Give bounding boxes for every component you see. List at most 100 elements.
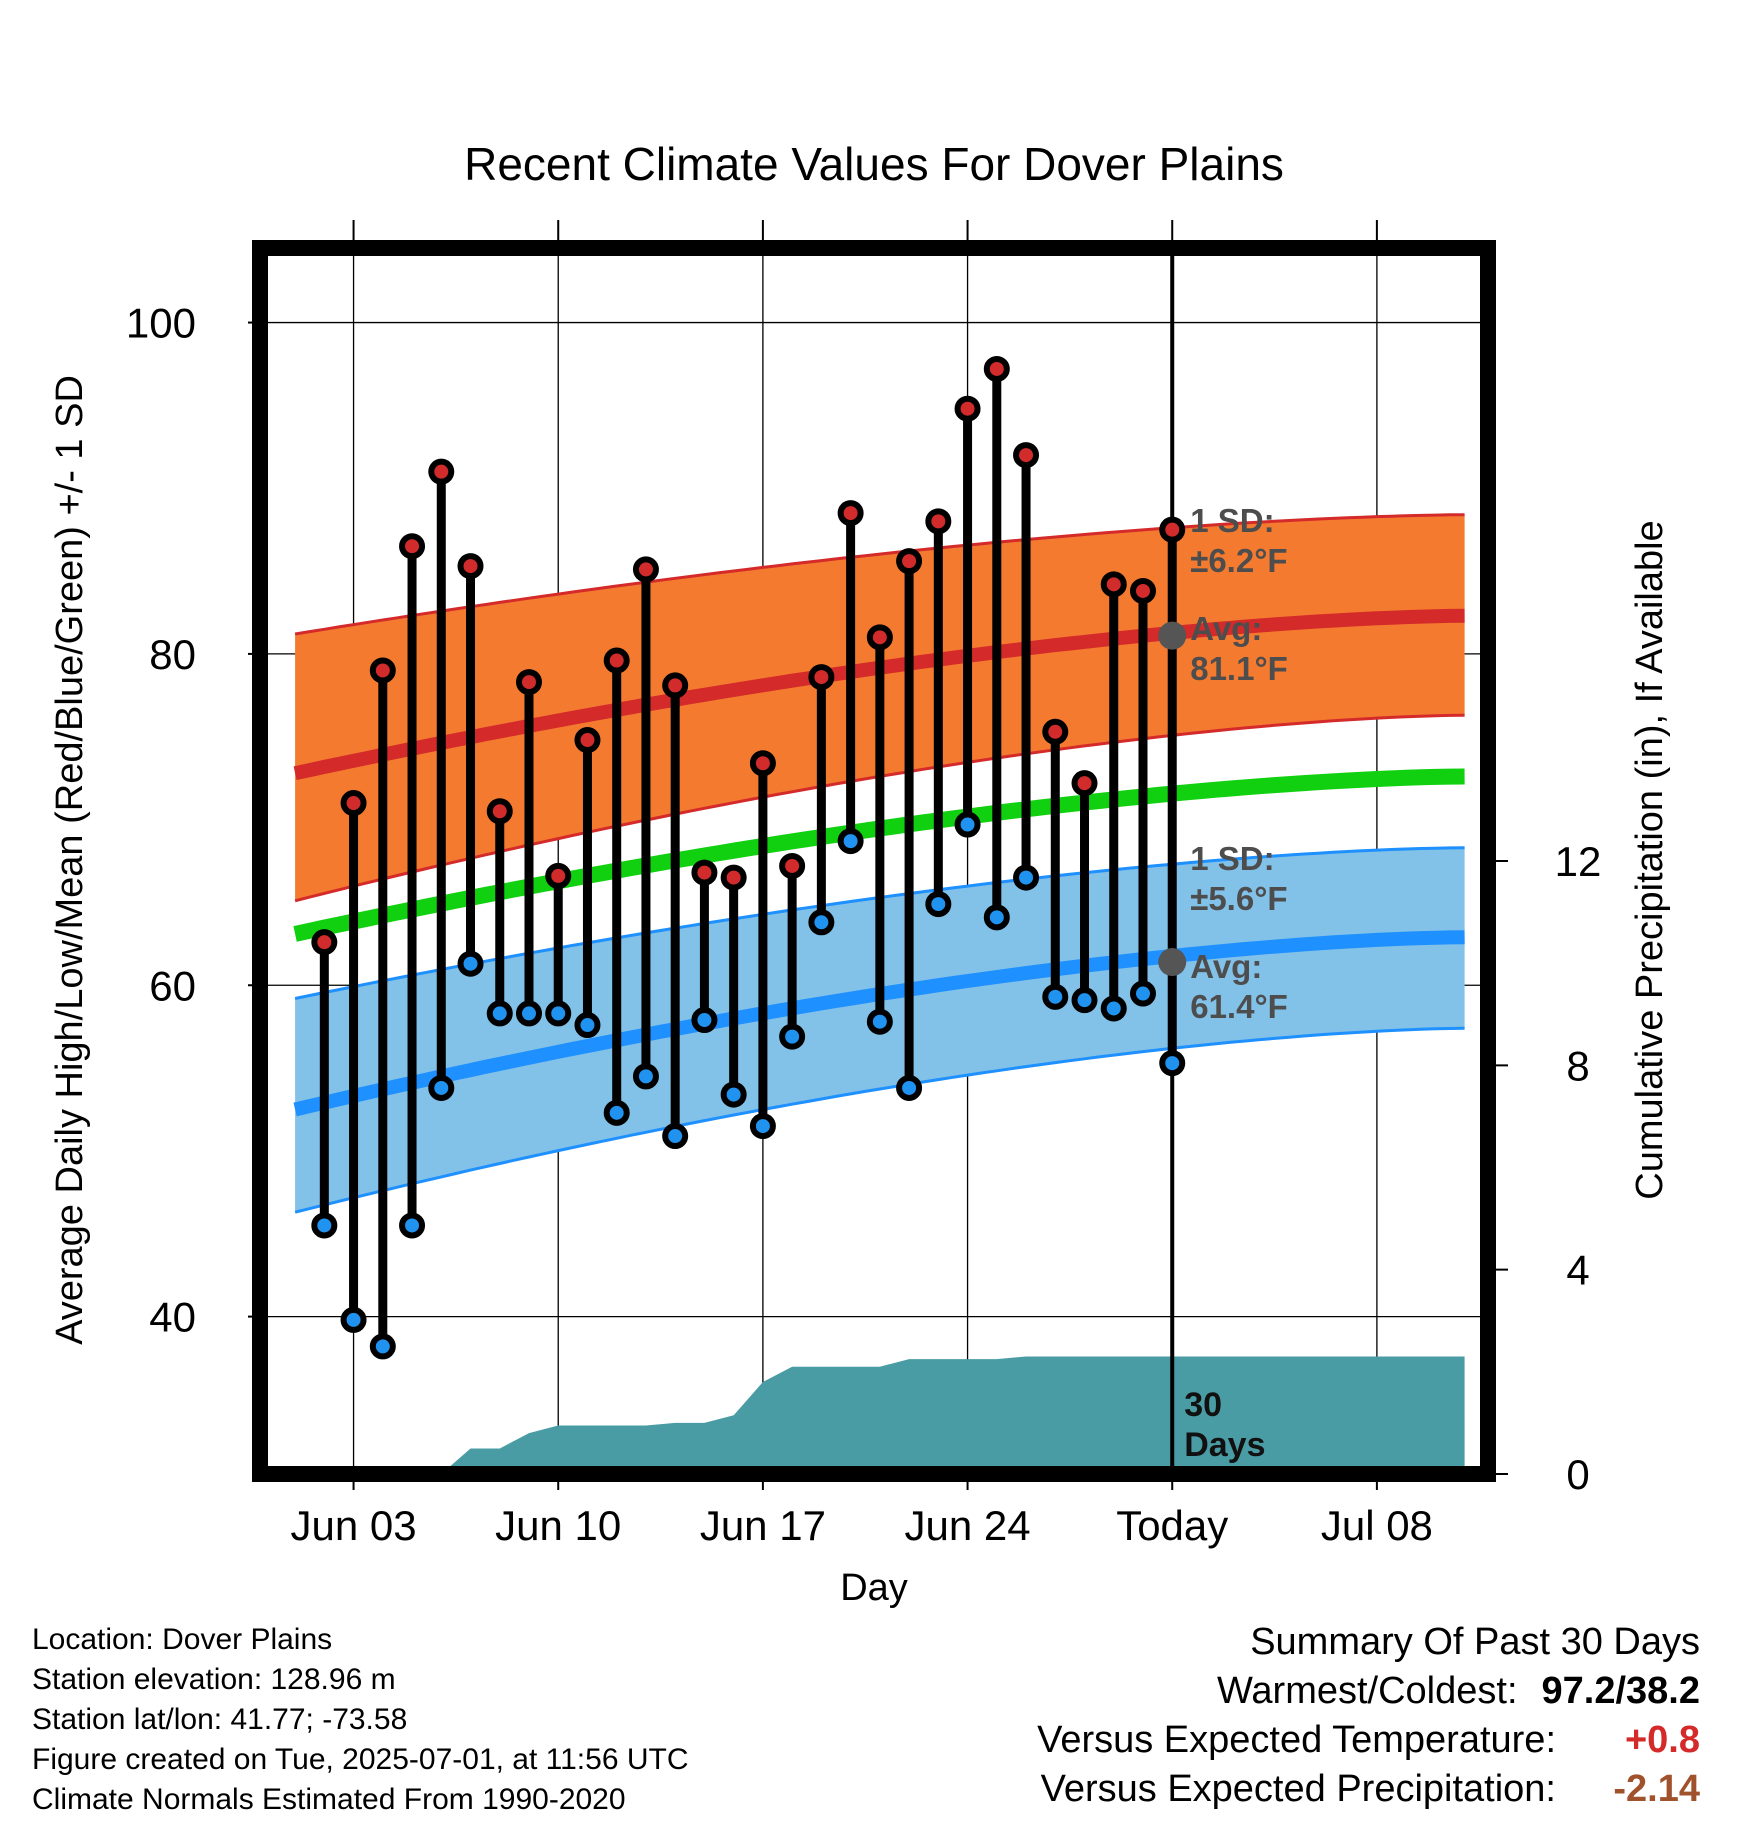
meta-location: Location: Dover Plains xyxy=(32,1623,333,1656)
meta-elevation: Station elevation: 128.96 m xyxy=(32,1663,396,1696)
daily-low-point xyxy=(545,1000,572,1027)
high-sd-annotation-line: ±6.2°F xyxy=(1190,542,1287,579)
daily-low-point xyxy=(340,1306,367,1333)
chart-title: Recent Climate Values For Dover Plains xyxy=(464,138,1284,190)
daily-low-point xyxy=(983,904,1010,931)
daily-low-point xyxy=(428,1074,455,1101)
meta-normals: Climate Normals Estimated From 1990-2020 xyxy=(32,1783,626,1816)
daily-high-point xyxy=(749,750,776,777)
daily-high-point xyxy=(515,669,542,696)
daily-low-point xyxy=(691,1007,718,1034)
high-sd-upper-line xyxy=(294,513,1465,636)
high-avg-annotation-line: Avg: xyxy=(1190,610,1262,647)
daily-low-point xyxy=(574,1012,601,1039)
daily-high-point xyxy=(866,624,893,651)
days-annotation-line: 30 xyxy=(1184,1386,1222,1424)
daily-low-point xyxy=(515,1000,542,1027)
x-tick-label: Today xyxy=(1116,1502,1228,1549)
daily-low-point xyxy=(1159,1050,1186,1077)
x-tick-label: Jul 08 xyxy=(1321,1502,1433,1549)
daily-high-point xyxy=(1129,577,1156,604)
daily-high-point xyxy=(311,929,338,956)
temperature-value: +0.8 xyxy=(1624,1719,1700,1761)
daily-high-point xyxy=(896,548,923,575)
daily-low-point xyxy=(399,1212,426,1239)
low-sd-annotation-line: ±5.6°F xyxy=(1190,880,1287,917)
meta-created: Figure created on Tue, 2025-07-01, at 11… xyxy=(32,1743,689,1776)
daily-low-point xyxy=(1100,995,1127,1022)
meta-latlon: Station lat/lon: 41.77; -73.58 xyxy=(32,1703,408,1736)
daily-high-point xyxy=(1071,770,1098,797)
daily-low-point xyxy=(866,1008,893,1035)
daily-high-point xyxy=(1013,442,1040,469)
summary-temperature: Versus Expected Temperature: +0.8 xyxy=(1037,1716,1700,1765)
daily-low-point xyxy=(486,1000,513,1027)
low-sd-lower-line xyxy=(294,1026,1465,1214)
daily-high-point xyxy=(603,647,630,674)
daily-low-point xyxy=(925,891,952,918)
daily-high-point xyxy=(545,862,572,889)
daily-low-point xyxy=(632,1063,659,1090)
low-sd-annotation-line: 1 SD: xyxy=(1190,840,1274,877)
daily-low-point xyxy=(662,1123,689,1150)
x-tick-label: Jun 10 xyxy=(495,1502,621,1549)
daily-low-point xyxy=(720,1081,747,1108)
daily-low-point xyxy=(457,950,484,977)
daily-high-point xyxy=(1159,516,1186,543)
y2-tick-label: 4 xyxy=(1566,1247,1589,1294)
station-metadata: Location: Dover Plains Station elevation… xyxy=(32,1620,689,1820)
daily-low-point xyxy=(1013,864,1040,891)
daily-low-point xyxy=(1042,983,1069,1010)
daily-high-point xyxy=(808,664,835,691)
daily-high-point xyxy=(457,553,484,580)
low-avg-annotation-line: 61.4°F xyxy=(1190,988,1288,1025)
warmest-coldest-value: 97.2/38.2 xyxy=(1541,1670,1700,1712)
daily-low-point xyxy=(896,1074,923,1101)
daily-low-point xyxy=(1071,987,1098,1014)
high-avg-annotation-line: 81.1°F xyxy=(1190,650,1288,687)
x-tick-label: Jun 03 xyxy=(291,1502,417,1549)
daily-low-point xyxy=(311,1212,338,1239)
today-high-avg-marker xyxy=(1158,621,1187,650)
summary-warmest-coldest: Warmest/Coldest: 97.2/38.2 xyxy=(1037,1667,1700,1716)
high-sd-annotation-line: 1 SD: xyxy=(1190,502,1274,539)
daily-high-point xyxy=(574,727,601,754)
y2-tick-label: 8 xyxy=(1566,1042,1589,1089)
y-tick-label: 60 xyxy=(149,962,196,1009)
daily-high-point xyxy=(632,556,659,583)
daily-high-point xyxy=(720,864,747,891)
daily-low-point xyxy=(837,828,864,855)
daily-high-point xyxy=(1042,718,1069,745)
daily-high-point xyxy=(399,533,426,560)
daily-high-point xyxy=(486,798,513,825)
daily-high-point xyxy=(662,672,689,699)
precipitation-label: Versus Expected Precipitation: xyxy=(1040,1768,1556,1810)
daily-high-point xyxy=(428,458,455,485)
y2-tick-label: 12 xyxy=(1555,838,1602,885)
summary-heading: Summary Of Past 30 Days xyxy=(1250,1621,1700,1663)
observed-stems xyxy=(311,355,1186,1360)
temperature-label: Versus Expected Temperature: xyxy=(1037,1719,1556,1761)
daily-low-point xyxy=(954,811,981,838)
x-axis-label: Day xyxy=(840,1567,908,1609)
y2-axis-label: Cumulative Precipitation (in), If Availa… xyxy=(1629,520,1671,1199)
y-tick-label: 100 xyxy=(126,300,196,347)
daily-high-point xyxy=(779,852,806,879)
daily-high-point xyxy=(925,508,952,535)
daily-low-point xyxy=(369,1333,396,1360)
summary-precipitation: Versus Expected Precipitation: -2.14 xyxy=(1037,1765,1700,1814)
daily-low-point xyxy=(779,1023,806,1050)
precipitation-area xyxy=(295,1356,1465,1474)
daily-low-point xyxy=(808,909,835,936)
daily-high-point xyxy=(1100,571,1127,598)
precipitation-value: -2.14 xyxy=(1613,1768,1700,1810)
daily-low-point xyxy=(603,1099,630,1126)
x-tick-label: Jun 24 xyxy=(905,1502,1031,1549)
daily-low-point xyxy=(1129,980,1156,1007)
daily-high-point xyxy=(691,859,718,886)
daily-high-point xyxy=(369,657,396,684)
climate-chart: Recent Climate Values For Dover Plains 1… xyxy=(49,138,1671,1609)
daily-low-point xyxy=(749,1113,776,1140)
y-tick-label: 80 xyxy=(149,631,196,678)
y-tick-label: 40 xyxy=(149,1294,196,1341)
